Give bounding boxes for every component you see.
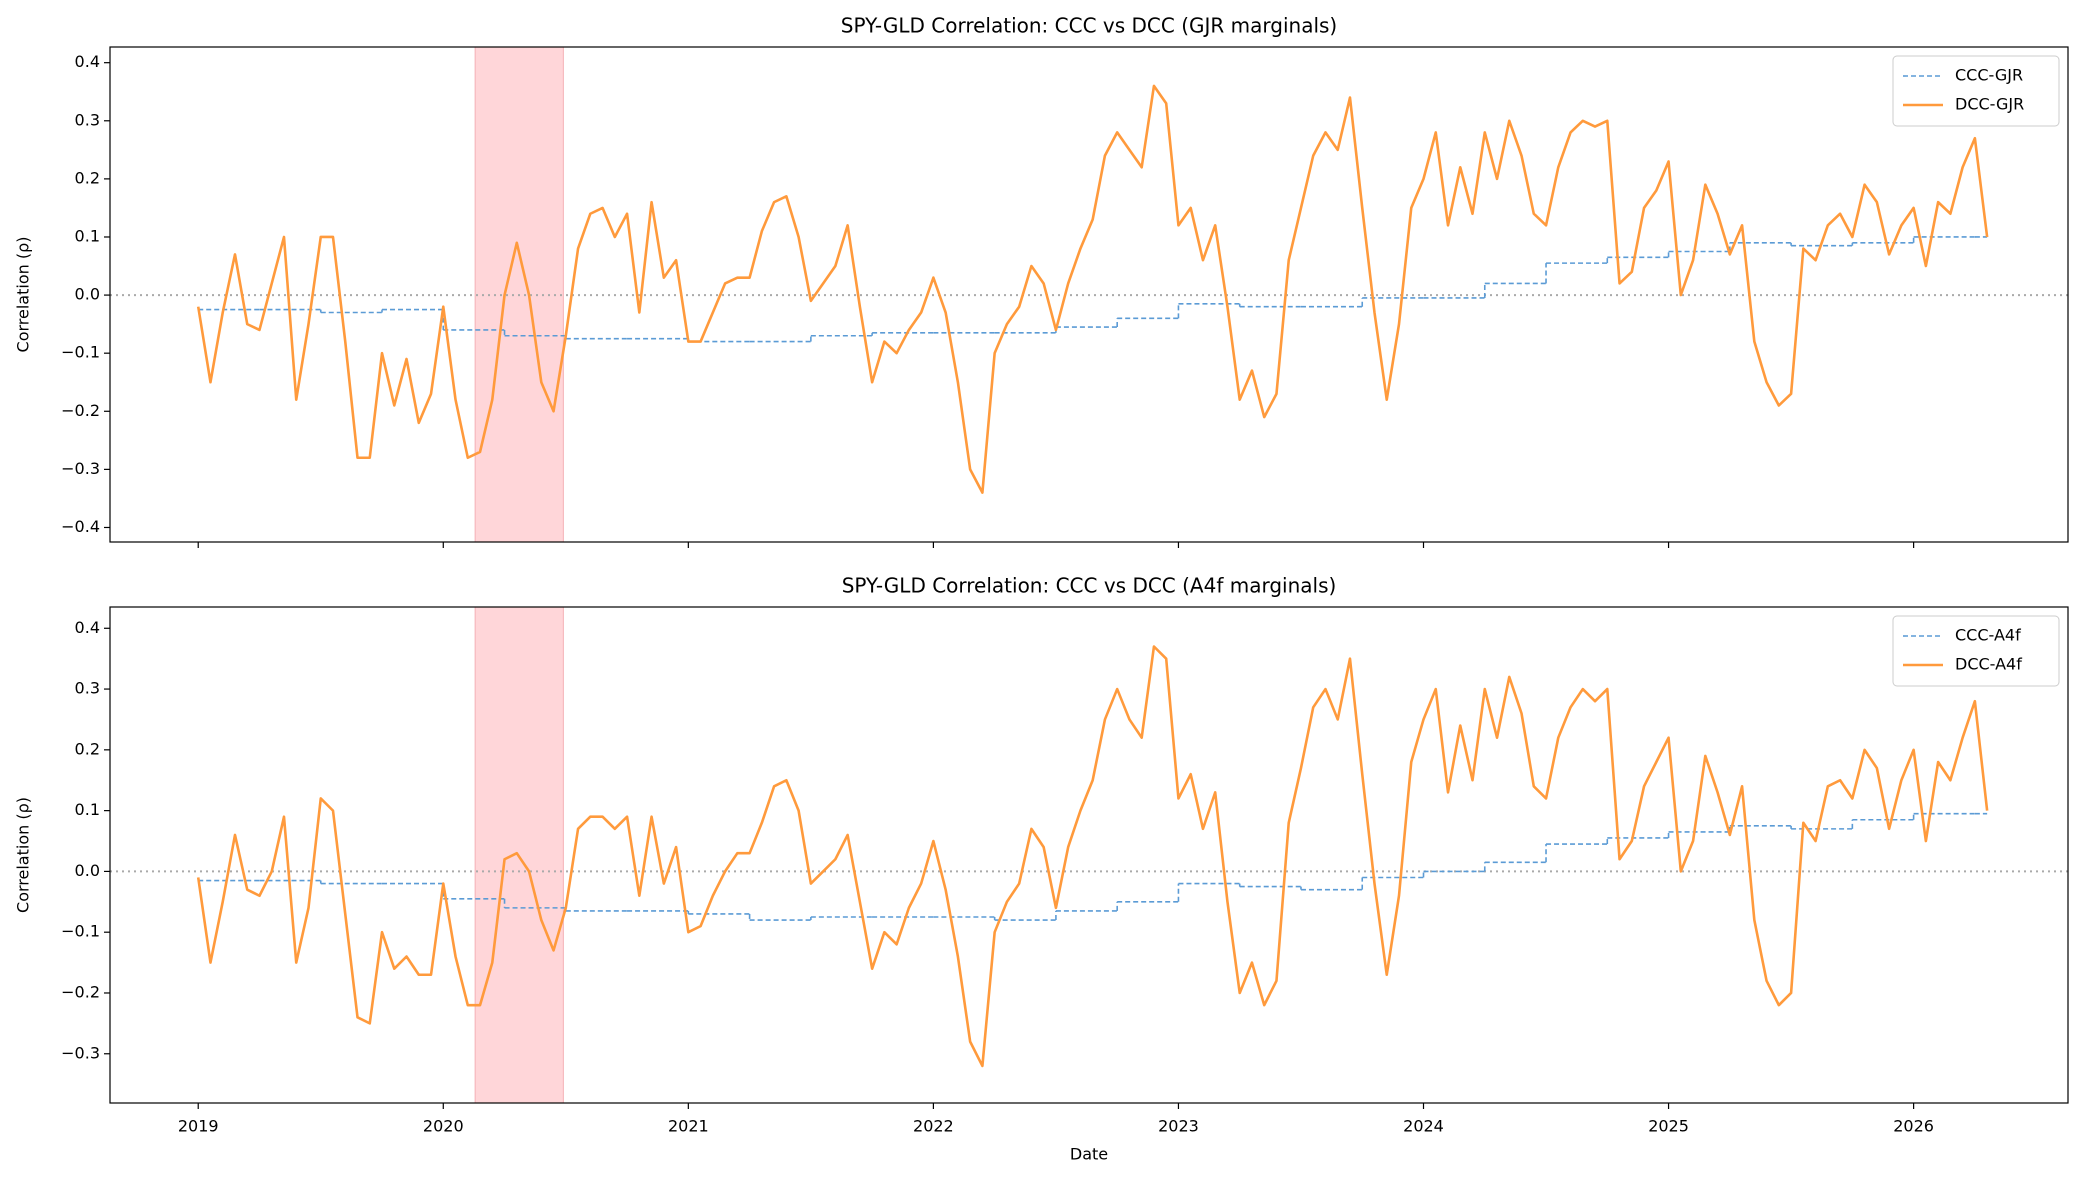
y-axis-label: Correlation (ρ) xyxy=(14,797,33,913)
legend-label: DCC-A4f xyxy=(1955,655,2022,674)
legend-label: CCC-GJR xyxy=(1955,66,2023,85)
y-tick-label: 0.1 xyxy=(75,226,100,245)
plot-area xyxy=(110,47,2068,542)
y-tick-label: 0.2 xyxy=(75,168,100,187)
series-line xyxy=(196,645,1989,1068)
y-tick-label: 0.2 xyxy=(75,739,100,758)
y-tick-label: 0.3 xyxy=(75,679,100,698)
y-tick-label: 0.3 xyxy=(75,110,100,129)
plot-area xyxy=(110,607,2068,1103)
axes-frame xyxy=(109,606,2069,1104)
y-tick-label: 0.0 xyxy=(75,285,100,304)
y-tick-label: 0.4 xyxy=(75,618,100,637)
legend-label: CCC-A4f xyxy=(1955,626,2021,645)
y-tick-label: −0.1 xyxy=(61,343,100,362)
y-tick-label: 0.0 xyxy=(75,861,100,880)
y-tick-label: 0.4 xyxy=(75,52,100,71)
y-tick-label: −0.3 xyxy=(61,1043,100,1062)
chart-title: SPY-GLD Correlation: CCC vs DCC (A4f mar… xyxy=(842,574,1337,598)
series-line xyxy=(196,84,1989,494)
legend-box xyxy=(1892,55,2060,127)
x-tick-label: 2026 xyxy=(1893,1117,1934,1136)
y-axis-label: Correlation (ρ) xyxy=(14,237,33,353)
y-tick-label: 0.1 xyxy=(75,800,100,819)
legend-box xyxy=(1892,615,2060,687)
x-tick-label: 2023 xyxy=(1158,1117,1199,1136)
chart-title: SPY-GLD Correlation: CCC vs DCC (GJR mar… xyxy=(841,14,1337,38)
x-axis-label: Date xyxy=(1070,1145,1108,1164)
y-tick-label: −0.2 xyxy=(61,982,100,1001)
x-tick-label: 2021 xyxy=(668,1117,709,1136)
x-tick-label: 2024 xyxy=(1403,1117,1444,1136)
x-tick-label: 2020 xyxy=(423,1117,464,1136)
y-tick-label: −0.4 xyxy=(61,517,100,536)
x-tick-label: 2022 xyxy=(913,1117,954,1136)
y-tick-label: −0.3 xyxy=(61,459,100,478)
legend-label: DCC-GJR xyxy=(1955,95,2024,114)
x-tick-label: 2019 xyxy=(178,1117,219,1136)
x-tick-label: 2025 xyxy=(1648,1117,1689,1136)
y-tick-label: −0.1 xyxy=(61,922,100,941)
y-tick-label: −0.2 xyxy=(61,401,100,420)
